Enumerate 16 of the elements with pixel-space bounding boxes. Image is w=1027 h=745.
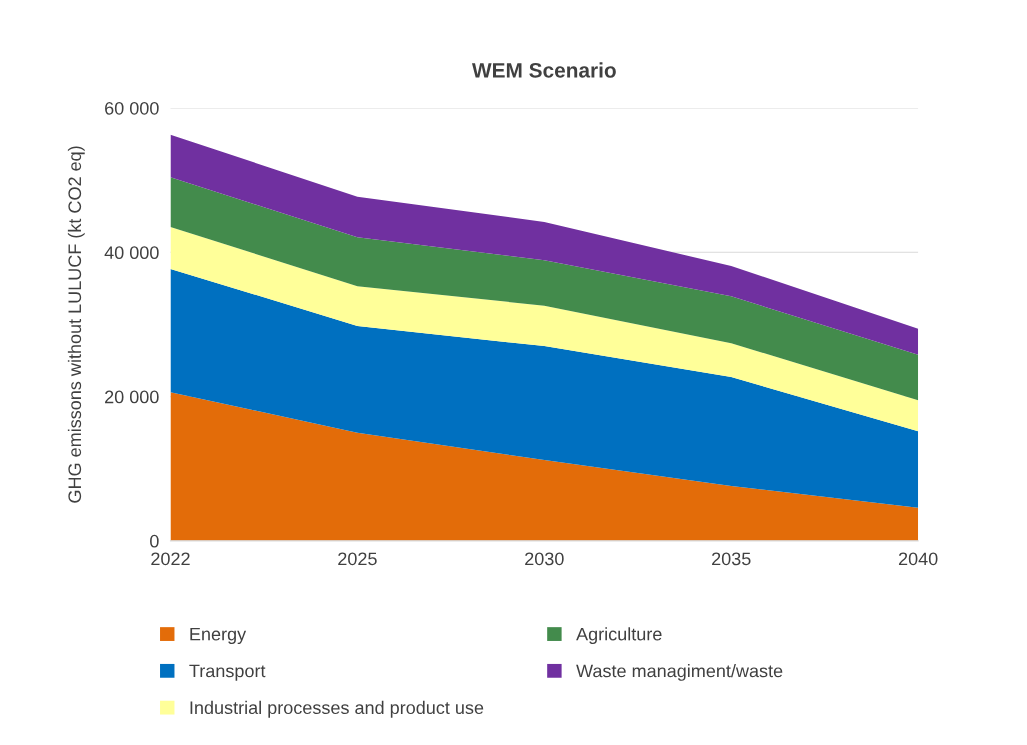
legend-label: Waste managiment/waste — [576, 664, 783, 681]
x-tick-label: 2030 — [525, 552, 564, 566]
x-tick-label: 2035 — [712, 552, 751, 566]
y-tick-label: 20 000 — [105, 390, 159, 404]
chart-title: WEM Scenario — [471, 62, 616, 78]
y-tick-label: 40 000 — [104, 246, 159, 260]
legend-label: Agriculture — [576, 627, 662, 645]
y-tick-label: 0 — [150, 534, 159, 548]
y-axis-title: GHG emissons without LULUCF (kt CO2 eq) — [67, 146, 85, 503]
x-tick-label: 2025 — [338, 552, 377, 566]
y-tick-label: 60 000 — [105, 101, 159, 115]
legend-label: Industrial processes and product use — [190, 700, 484, 718]
x-tick-label: 2040 — [898, 552, 938, 566]
legend-label: Transport — [189, 664, 266, 681]
x-tick-label: 2022 — [151, 552, 190, 566]
legend-label: Energy — [190, 627, 247, 645]
